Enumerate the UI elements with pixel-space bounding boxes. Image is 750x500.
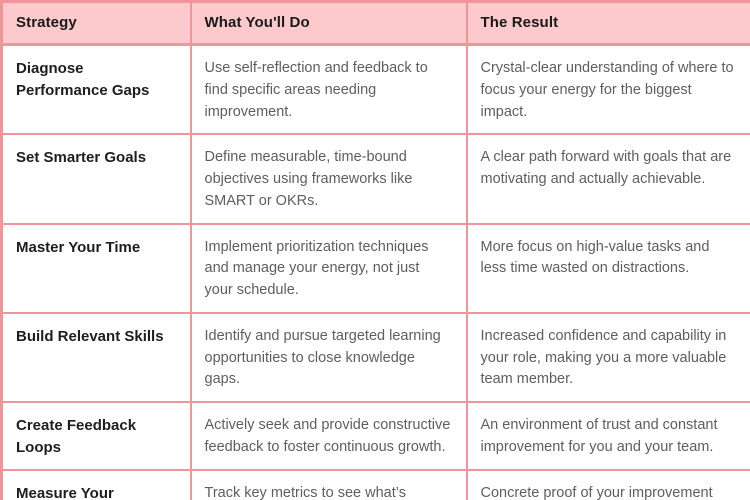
table-row: Create Feedback Loops Actively seek and … — [0, 401, 750, 471]
header-cell-strategy: Strategy — [0, 0, 192, 46]
result-cell: An environment of trust and constant imp… — [465, 401, 750, 471]
what-cell: Use self-reflection and feedback to find… — [189, 43, 468, 136]
table-row: Build Relevant Skills Identify and pursu… — [0, 311, 750, 404]
strategy-cell: Diagnose Performance Gaps — [0, 43, 192, 136]
what-cell: Implement prioritization techniques and … — [189, 222, 468, 314]
table-row: Set Smarter Goals Define measurable, tim… — [0, 133, 750, 225]
table-row: Diagnose Performance Gaps Use self-refle… — [0, 43, 750, 136]
result-cell: A clear path forward with goals that are… — [465, 133, 750, 225]
strategy-cell: Measure Your Progress — [0, 468, 192, 500]
result-cell: More focus on high-value tasks and less … — [465, 222, 750, 314]
table-header-row: Strategy What You'll Do The Result — [0, 0, 750, 46]
table-row: Measure Your Progress Track key metrics … — [0, 468, 750, 500]
result-cell: Increased confidence and capability in y… — [465, 311, 750, 404]
strategy-cell: Set Smarter Goals — [0, 133, 192, 225]
what-cell: Identify and pursue targeted learning op… — [189, 311, 468, 404]
strategy-cell: Master Your Time — [0, 222, 192, 314]
strategy-cell: Build Relevant Skills — [0, 311, 192, 404]
table-row: Master Your Time Implement prioritizatio… — [0, 222, 750, 314]
header-cell-what-youll-do: What You'll Do — [189, 0, 468, 46]
what-cell: Actively seek and provide constructive f… — [189, 401, 468, 471]
strategy-cell: Create Feedback Loops — [0, 401, 192, 471]
header-cell-the-result: The Result — [465, 0, 750, 46]
what-cell: Define measurable, time-bound objectives… — [189, 133, 468, 225]
what-cell: Track key metrics to see what’s working … — [189, 468, 468, 500]
result-cell: Crystal-clear understanding of where to … — [465, 43, 750, 136]
result-cell: Concrete proof of your improvement and d… — [465, 468, 750, 500]
